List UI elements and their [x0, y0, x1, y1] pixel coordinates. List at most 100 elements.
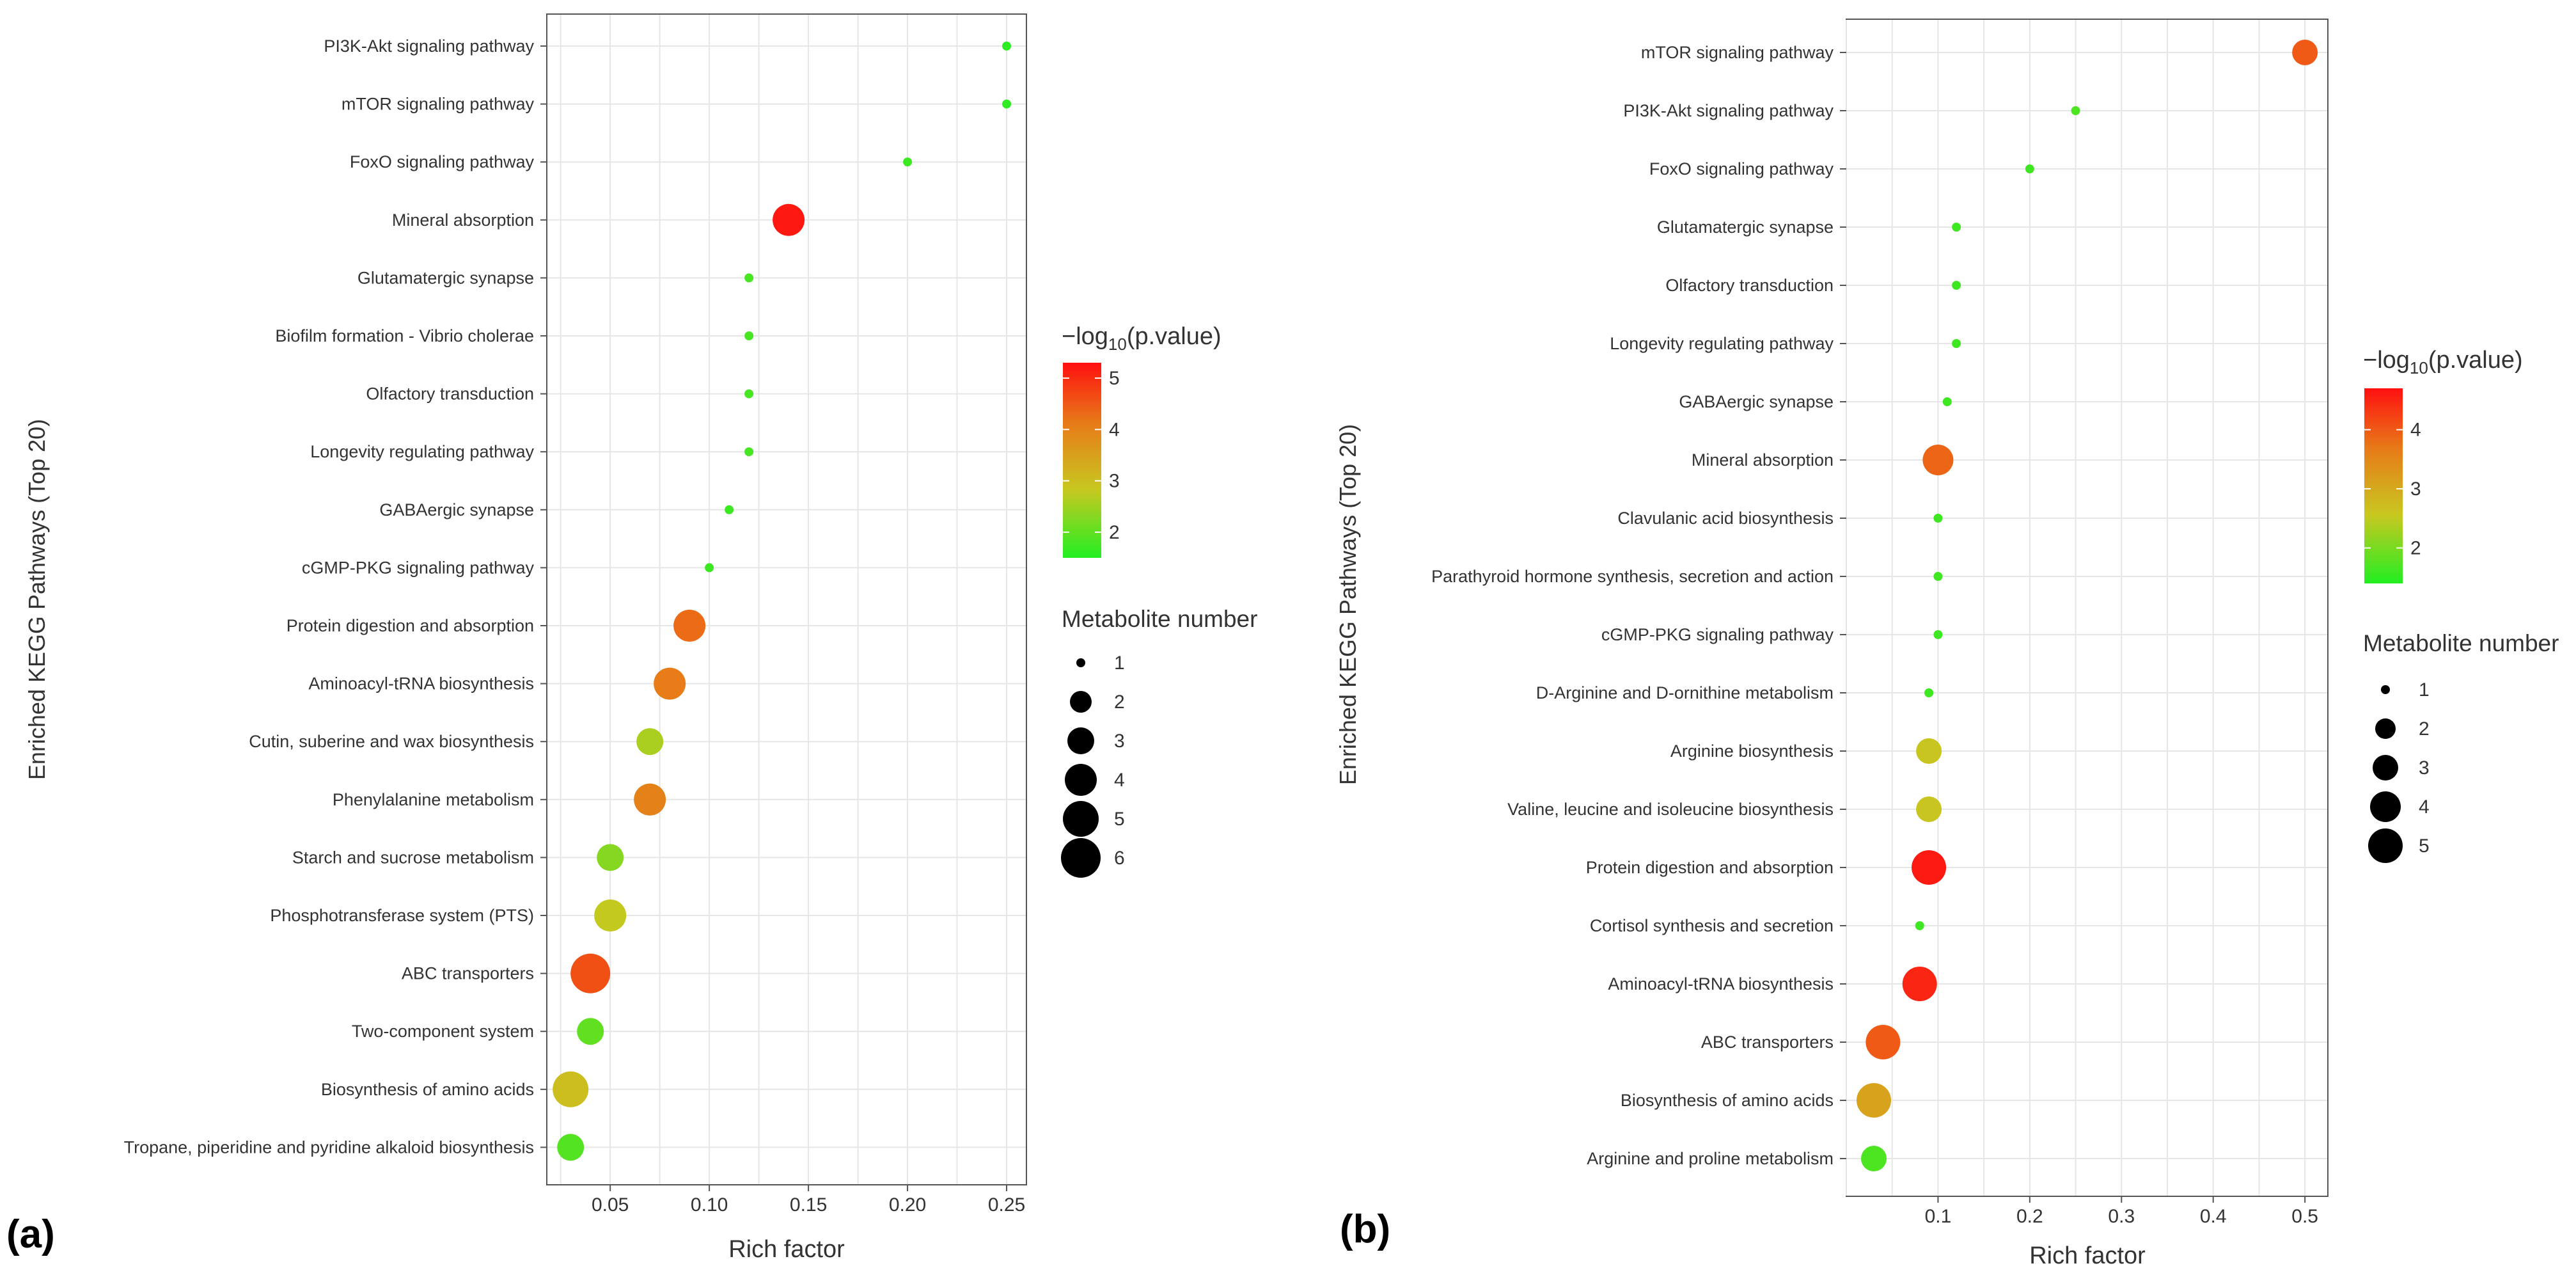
size-legend-dot	[1070, 691, 1092, 713]
panel-a-category-labels: PI3K-Akt signaling pathway mTOR signaling…	[124, 36, 547, 1157]
panel-a-size-legend-title: Metabolite number	[1062, 606, 1257, 632]
x-tick-label: 0.4	[2200, 1206, 2227, 1227]
category-label: Phosphotransferase system (PTS)	[270, 906, 534, 925]
data-point	[773, 203, 805, 236]
data-point	[594, 899, 627, 931]
panel-b-x-ticks: 0.1 0.2 0.3 0.4 0.5	[1925, 1196, 2318, 1227]
data-point	[1865, 1025, 1901, 1059]
category-label: Biosynthesis of amino acids	[321, 1080, 534, 1099]
panel-a-colorbar	[1063, 363, 1101, 558]
category-label: cGMP-PKG signaling pathway	[1601, 625, 1834, 644]
x-tick-label: 0.10	[691, 1194, 728, 1216]
data-point	[744, 389, 754, 399]
panel-b-label: (b)	[1340, 1207, 1390, 1251]
panel-b-x-axis-label: Rich factor	[2029, 1242, 2146, 1269]
size-legend-dot	[1076, 658, 1085, 667]
size-legend-dot	[1061, 838, 1101, 878]
size-legend-dot	[2375, 718, 2396, 739]
data-point	[705, 563, 714, 573]
data-point	[1933, 514, 1943, 523]
data-point	[553, 1071, 589, 1107]
data-point	[636, 728, 664, 756]
panel-a-points	[553, 42, 1012, 1161]
category-label: Aminoacyl-tRNA biosynthesis	[308, 674, 534, 693]
x-tick-label: 0.5	[2291, 1206, 2318, 1227]
data-point	[725, 505, 734, 514]
size-legend-dot	[1065, 764, 1097, 796]
data-point	[2292, 40, 2318, 65]
size-legend-label: 6	[1114, 848, 1125, 869]
x-tick-label: 0.05	[592, 1194, 629, 1216]
data-point	[744, 447, 754, 457]
data-point	[1915, 921, 1924, 930]
category-label: Starch and sucrose metabolism	[292, 848, 534, 867]
data-point	[570, 953, 611, 994]
category-label: Longevity regulating pathway	[1610, 334, 1834, 353]
category-label: Olfactory transduction	[366, 384, 534, 404]
category-label: Aminoacyl-tRNA biosynthesis	[1608, 974, 1834, 994]
data-point	[2071, 106, 2080, 115]
colorbar-tick-label: 2	[1109, 522, 1120, 543]
category-label: Two-component system	[352, 1022, 534, 1041]
panel-a-x-ticks: 0.05 0.10 0.15 0.20 0.25	[592, 1185, 1025, 1216]
size-legend-label: 3	[1114, 731, 1125, 752]
category-label: mTOR signaling pathway	[342, 95, 535, 114]
category-label: Protein digestion and absorption	[287, 616, 534, 635]
size-legend-label: 4	[2419, 796, 2430, 818]
category-label: Tropane, piperidine and pyridine alkaloi…	[124, 1137, 534, 1157]
data-point	[1916, 796, 1942, 822]
data-point	[1902, 967, 1937, 1001]
data-point	[597, 844, 624, 871]
panel-a-color-legend: −log10(p.value) 2 3 4 5	[1062, 323, 1221, 558]
data-point	[1942, 397, 1952, 406]
size-legend-dot	[1063, 801, 1099, 837]
category-label: PI3K-Akt signaling pathway	[1623, 101, 1834, 120]
data-point	[744, 273, 754, 283]
category-label: PI3K-Akt signaling pathway	[324, 36, 534, 56]
data-point	[577, 1018, 604, 1045]
x-tick-label: 0.25	[988, 1194, 1025, 1216]
category-label: ABC transporters	[1701, 1033, 1834, 1052]
category-label: FoxO signaling pathway	[1649, 159, 1834, 178]
category-label: Olfactory transduction	[1665, 276, 1834, 295]
data-point	[1857, 1083, 1892, 1118]
category-label: Longevity regulating pathway	[310, 442, 534, 461]
data-point	[744, 331, 754, 340]
panel-b-category-labels: mTOR signaling pathway PI3K-Akt signaling…	[1431, 43, 1846, 1168]
data-point	[1002, 99, 1012, 109]
size-legend-dot	[2381, 685, 2390, 694]
colorbar-tick-label: 3	[1109, 471, 1120, 492]
data-point	[1924, 688, 1934, 697]
category-label: Cortisol synthesis and secretion	[1590, 916, 1834, 935]
category-label: Arginine biosynthesis	[1670, 741, 1834, 761]
category-label: D-Arginine and D-ornithine metabolism	[1536, 683, 1834, 702]
category-label: Phenylalanine metabolism	[333, 790, 534, 809]
size-legend-label: 3	[2419, 757, 2430, 779]
panel-a-size-legend: Metabolite number 1 2 3 4 5 6	[1061, 606, 1257, 878]
data-point	[903, 157, 913, 167]
panel-a: PI3K-Akt signaling pathway mTOR signaling…	[6, 13, 1257, 1263]
category-label: Cutin, suberine and wax biosynthesis	[249, 732, 534, 751]
data-point	[634, 783, 666, 816]
size-legend-label: 5	[2419, 835, 2430, 857]
category-label: GABAergic synapse	[379, 500, 534, 519]
data-point	[1002, 42, 1012, 51]
size-legend-dot	[2368, 828, 2403, 863]
size-legend-label: 5	[1114, 809, 1125, 830]
panel-b-y-axis-label: Enriched KEGG Pathways (Top 20)	[1335, 424, 1361, 785]
colorbar-tick-label: 3	[2410, 479, 2421, 500]
data-point	[1916, 738, 1942, 764]
panel-a-x-axis-label: Rich factor	[728, 1236, 845, 1263]
panel-b-size-legend: Metabolite number 1 2 3 4 5	[2363, 630, 2559, 863]
size-legend-dot	[1067, 727, 1094, 754]
category-label: Clavulanic acid biosynthesis	[1617, 509, 1834, 528]
data-point	[654, 667, 686, 700]
data-point	[1933, 630, 1943, 639]
category-label: Parathyroid hormone synthesis, secretion…	[1431, 567, 1834, 586]
colorbar-tick-label: 4	[2410, 420, 2421, 441]
data-point	[1922, 445, 1954, 475]
panel-b-color-legend: −log10(p.value) 2 3 4	[2363, 347, 2523, 583]
category-label: Biosynthesis of amino acids	[1621, 1091, 1834, 1110]
x-tick-label: 0.3	[2108, 1206, 2135, 1227]
